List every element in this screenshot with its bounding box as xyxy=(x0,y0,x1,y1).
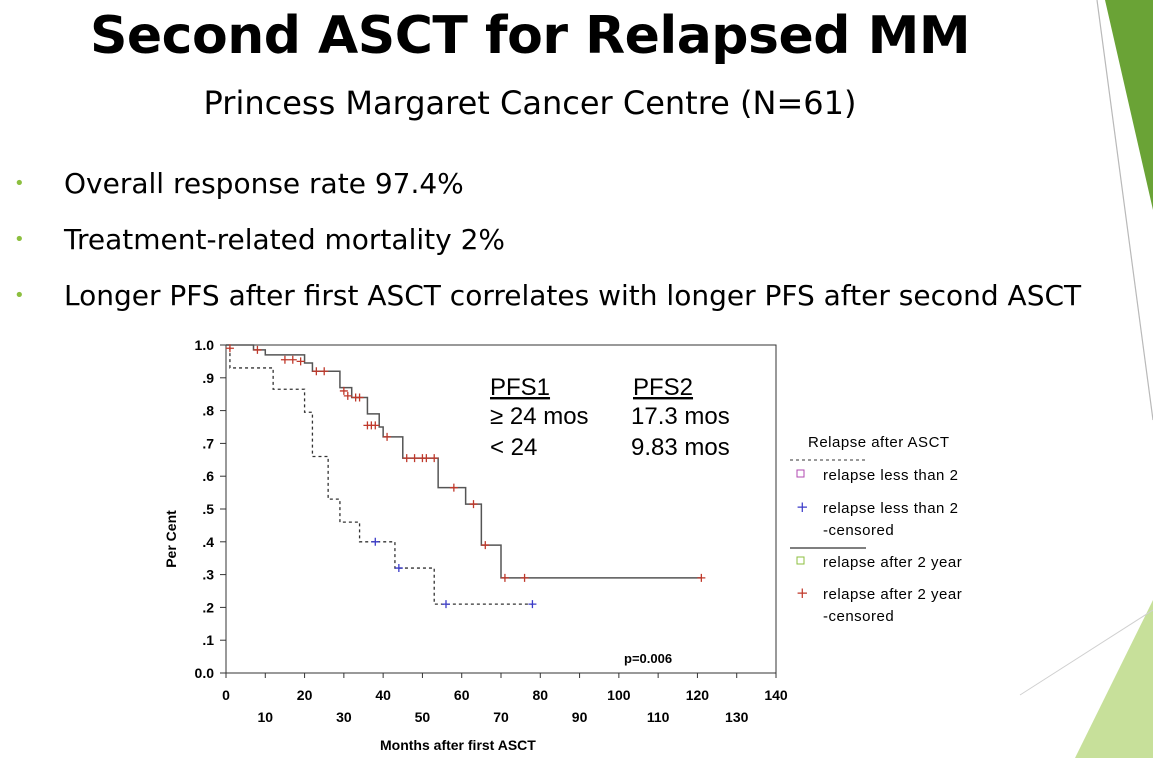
annotation-cell: ≥ 24 mos xyxy=(490,403,589,430)
bullet-dot-icon: • xyxy=(14,229,25,250)
x-tick-label: 20 xyxy=(297,687,313,703)
censor-mark xyxy=(355,393,364,402)
x-tick-label: 10 xyxy=(257,709,273,725)
legend-entry: relapse after 2 year xyxy=(823,586,962,603)
censor-mark xyxy=(528,600,537,609)
y-axis-ticks: 0.0 .1 .2 .3 .4 .5 .6 .7 .8 .9 1.0 xyxy=(195,337,226,681)
censor-mark xyxy=(339,386,348,395)
censor-mark xyxy=(371,421,380,430)
annotation-cell: < 24 xyxy=(490,434,537,461)
censor-mark xyxy=(312,367,321,376)
green-accent-shape xyxy=(1105,0,1153,210)
slide-subtitle: Princess Margaret Cancer Centre (N=61) xyxy=(203,84,857,122)
x-tick-label: 120 xyxy=(686,687,710,703)
x-axis-label: Months after first ASCT xyxy=(380,737,536,753)
survival-curves xyxy=(226,344,702,605)
y-tick-label: 1.0 xyxy=(195,337,215,353)
bullet-item: • Treatment-related mortality 2% xyxy=(14,218,1081,274)
series-line-0 xyxy=(226,344,533,605)
decor-line xyxy=(1096,0,1153,421)
censor-mark xyxy=(469,500,478,509)
legend-entry: -censored xyxy=(823,608,894,625)
y-axis-label: Per Cent xyxy=(163,510,179,568)
x-tick-label: 110 xyxy=(647,709,670,725)
slide-title: Second ASCT for Relapsed MM xyxy=(89,6,971,66)
legend-red-plus-icon: + xyxy=(796,584,809,602)
decor-line-2 xyxy=(1019,609,1153,696)
annotation-cell: 17.3 mos xyxy=(631,403,730,430)
bullet-item: • Overall response rate 97.4% xyxy=(14,162,1081,218)
y-tick-label: .2 xyxy=(202,599,214,615)
x-tick-label: 90 xyxy=(572,709,588,725)
y-tick-label: .7 xyxy=(202,435,214,451)
legend-blue-plus-icon: + xyxy=(796,498,809,516)
legend-entry: relapse less than 2 xyxy=(823,467,958,484)
bullet-text: Overall response rate 97.4% xyxy=(64,167,464,200)
x-tick-label: 30 xyxy=(336,709,352,725)
legend-green-square-marker-icon xyxy=(796,556,805,565)
bullet-item: • Longer PFS after first ASCT correlates … xyxy=(14,274,1081,330)
legend-title: Relapse after ASCT xyxy=(808,434,950,451)
censor-mark xyxy=(402,454,411,463)
y-tick-label: 0.0 xyxy=(195,665,215,681)
x-tick-label: 130 xyxy=(725,709,749,725)
censor-mark xyxy=(280,355,289,364)
censor-mark xyxy=(500,573,509,582)
censor-mark xyxy=(442,600,450,609)
bullet-dot-icon: • xyxy=(14,285,25,306)
bullet-text: Treatment-related mortality 2% xyxy=(64,223,505,256)
censor-mark xyxy=(481,541,490,550)
x-tick-label: 80 xyxy=(532,687,548,703)
censor-mark xyxy=(422,454,431,463)
series-line-1 xyxy=(226,344,702,579)
censor-mark xyxy=(296,357,305,366)
censor-mark xyxy=(697,573,706,582)
x-tick-label: 40 xyxy=(375,687,391,703)
censor-marks xyxy=(225,344,706,609)
censor-mark xyxy=(320,367,329,376)
censor-mark xyxy=(410,454,419,463)
censor-mark xyxy=(225,344,234,353)
legend-square-marker-icon xyxy=(796,469,805,478)
censor-mark xyxy=(343,391,352,400)
censor-mark xyxy=(520,573,529,582)
annotation-header-pfs2: PFS2 xyxy=(633,374,693,401)
bullet-text: Longer PFS after first ASCT correlates w… xyxy=(64,279,1082,312)
y-tick-label: .4 xyxy=(202,534,214,550)
y-tick-label: .6 xyxy=(202,468,214,484)
km-chart: 0.0 .1 .2 .3 .4 .5 .6 .7 .8 .9 1.0 0 20 40 60 80 100 120… xyxy=(163,337,962,753)
legend-entry: relapse less than 2 xyxy=(823,500,958,517)
censor-mark xyxy=(371,537,380,546)
annotation-cell: 9.83 mos xyxy=(631,434,730,461)
x-tick-label: 0 xyxy=(222,687,230,703)
censor-mark xyxy=(288,355,297,364)
y-tick-label: .8 xyxy=(202,403,214,419)
p-value-label: p=0.006 xyxy=(624,651,672,666)
x-tick-label: 100 xyxy=(607,687,631,703)
y-tick-label: .1 xyxy=(202,632,214,648)
y-tick-label: .3 xyxy=(202,567,214,583)
annotation-header-pfs1: PFS1 xyxy=(490,374,550,401)
x-tick-label: 70 xyxy=(493,709,509,725)
censor-mark xyxy=(383,432,392,441)
legend-entry: relapse after 2 year xyxy=(823,554,962,571)
x-tick-label: 50 xyxy=(415,709,431,725)
bullet-list: • Overall response rate 97.4% • Treatment-… xyxy=(14,162,1081,330)
legend: Relapse after ASCT relapse less than 2 +… xyxy=(790,434,962,625)
y-tick-label: .9 xyxy=(202,370,214,386)
censor-mark xyxy=(394,564,403,573)
censor-mark xyxy=(253,345,262,354)
censor-mark xyxy=(449,483,458,492)
y-tick-label: .5 xyxy=(202,501,214,517)
legend-entry: -censored xyxy=(823,522,894,539)
x-axis-ticks: 0 20 40 60 80 100 120 140 10 30 50 70 90 110 130 xyxy=(222,673,788,725)
light-green-shape xyxy=(1075,600,1153,758)
x-tick-label: 60 xyxy=(454,687,470,703)
censor-mark xyxy=(430,454,439,463)
x-tick-label: 140 xyxy=(764,687,788,703)
bullet-dot-icon: • xyxy=(14,173,25,194)
